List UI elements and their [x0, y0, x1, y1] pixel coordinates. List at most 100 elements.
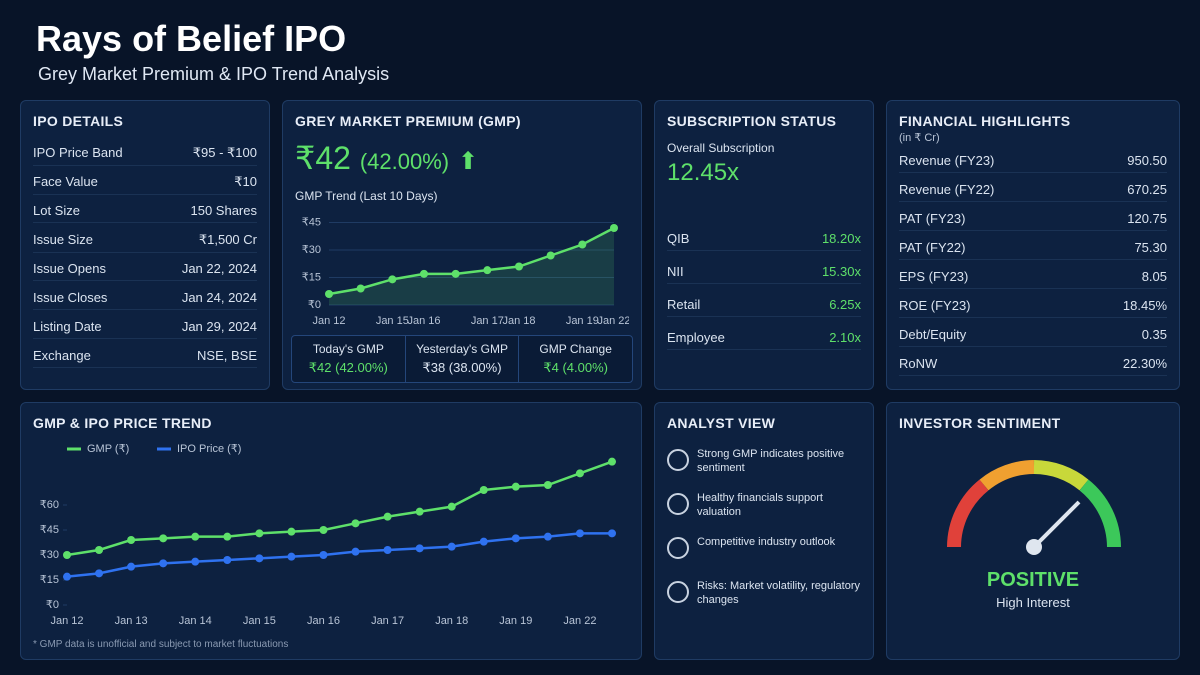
- card-title: FINANCIAL HIGHLIGHTS: [899, 113, 1071, 129]
- row-label: Employee: [667, 330, 725, 345]
- analyst-item: Competitive industry outlook: [697, 536, 836, 548]
- point: [578, 240, 587, 249]
- summary-value: ₹38 (38.00%): [422, 360, 502, 375]
- point: [610, 224, 618, 232]
- y-tick-label: ₹60: [40, 499, 59, 511]
- row-value: Jan 24, 2024: [181, 290, 257, 305]
- row-label: Exchange: [33, 348, 91, 363]
- gauge-green: [1079, 479, 1121, 548]
- row: Lot Size 150 Shares: [33, 203, 257, 223]
- trend-card: GMP & IPO PRICE TREND ₹0 ₹15 ₹30 ₹45 ₹60 Jan …: [20, 402, 642, 660]
- row: Exchange NSE, BSE: [33, 348, 257, 368]
- gmp-summary: Today's GMP ₹42 (42.00%) Yesterday's GMP ₹3…: [291, 335, 633, 383]
- row-label: EPS (FY23): [899, 269, 969, 284]
- row: NII 15.30x: [667, 264, 861, 284]
- point: [415, 544, 424, 553]
- up-arrow: ⬆: [458, 148, 479, 175]
- unit: (in ₹ Cr): [899, 132, 940, 144]
- financials-card: FINANCIAL HIGHLIGHTS (in ₹ Cr) Revenue (…: [886, 100, 1180, 390]
- point: [191, 532, 200, 541]
- gmp-headline: ₹42 (42.00%) ⬆: [295, 139, 478, 177]
- point: [287, 552, 296, 561]
- analyst-item: Healthy financials support valuation: [697, 492, 823, 518]
- row-value: Jan 22, 2024: [181, 261, 257, 276]
- line: [328, 226, 615, 296]
- subtitle: Grey Market Premium & IPO Trend Analysis: [38, 64, 390, 84]
- card-title: INVESTOR SENTIMENT: [899, 415, 1061, 431]
- subscription-card: SUBSCRIPTION STATUS Overall Subscription…: [654, 100, 874, 390]
- x-tick-label: Jan 15: [376, 315, 409, 327]
- y-tick-label: ₹0: [308, 299, 321, 311]
- row-value: 2.10x: [829, 330, 861, 345]
- row-value: 150 Shares: [190, 203, 258, 218]
- y-tick-label: ₹30: [40, 549, 59, 561]
- gauge-yellow: [1033, 460, 1089, 491]
- x-tick-label: Jan 16: [307, 615, 340, 627]
- title: Rays of Belief IPO: [36, 18, 347, 59]
- needle: [1032, 500, 1081, 549]
- row: Debt/Equity 0.35: [899, 327, 1167, 347]
- row-value: 8.05: [1141, 269, 1167, 284]
- row-value: 22.30%: [1122, 356, 1167, 371]
- y-tick-label: ₹30: [302, 244, 321, 256]
- point: [479, 486, 488, 494]
- sentiment-status: POSITIVE: [986, 569, 1080, 591]
- card-title: GMP & IPO PRICE TREND: [33, 415, 212, 431]
- row: ROE (FY23) 18.45%: [899, 298, 1167, 318]
- card-title: SUBSCRIPTION STATUS: [667, 113, 837, 129]
- row-label: RoNW: [899, 356, 938, 371]
- analyst-card: ANALYST VIEW Strong GMP indicates positi…: [654, 402, 874, 660]
- row-label: NII: [667, 264, 684, 279]
- row: Issue Size ₹1,500 Cr: [33, 232, 257, 253]
- row-value: Jan 29, 2024: [181, 319, 257, 334]
- row-value: 75.30: [1134, 240, 1167, 255]
- row-value: 0.35: [1141, 327, 1167, 342]
- point: [546, 251, 555, 260]
- row: RoNW 22.30%: [899, 356, 1167, 376]
- summary-label: Today's GMP: [312, 342, 384, 356]
- row-label: Lot Size: [33, 203, 80, 218]
- point: [543, 481, 552, 489]
- point: [223, 532, 232, 541]
- point: [420, 269, 428, 278]
- row: Employee 2.10x: [667, 330, 861, 350]
- x-tick-label: Jan 17: [471, 315, 504, 327]
- row-label: Issue Size: [33, 232, 93, 247]
- gmp-percent: (42.00%): [359, 149, 450, 174]
- row: EPS (FY23) 8.05: [899, 269, 1167, 289]
- sentiment-card: INVESTOR SENTIMENT POSITIVE High Interes…: [886, 402, 1180, 660]
- row: Retail 6.25x: [667, 297, 861, 317]
- x-tick-label: Jan 14: [179, 615, 212, 627]
- point: [515, 262, 523, 271]
- point: [255, 554, 264, 563]
- row-value: 18.20x: [821, 231, 861, 246]
- y-tick-label: ₹15: [40, 574, 59, 586]
- row-value: ₹10: [234, 174, 257, 189]
- row-value: 18.45%: [1122, 298, 1167, 313]
- point: [483, 266, 492, 275]
- x-tick-label: Jan 18: [435, 615, 468, 627]
- summary-item: Today's GMP ₹42 (42.00%): [292, 336, 405, 382]
- point: [191, 557, 200, 566]
- summary-label: GMP Change: [539, 342, 612, 356]
- row-label: Revenue (FY22): [899, 182, 995, 197]
- point: [383, 546, 392, 554]
- row-label: Listing Date: [33, 319, 102, 334]
- row-label: Retail: [667, 297, 701, 312]
- row-value: 670.25: [1127, 182, 1167, 197]
- point: [543, 532, 552, 541]
- row-label: Issue Closes: [33, 290, 108, 305]
- row-value: NSE, BSE: [197, 348, 257, 363]
- point: [608, 457, 616, 466]
- row: PAT (FY22) 75.30: [899, 240, 1167, 260]
- point: [447, 542, 456, 551]
- point: [575, 529, 584, 538]
- row: IPO Price Band ₹95 - ₹100: [33, 145, 257, 166]
- analyst-icon: [667, 581, 689, 603]
- point: [159, 534, 168, 543]
- analyst-item: Risks: Market volatility, regulatory cha…: [697, 580, 861, 606]
- point: [351, 519, 360, 528]
- summary-value: ₹4 (4.00%): [543, 360, 608, 375]
- x-tick-label: Jan 12: [312, 315, 345, 327]
- row-label: PAT (FY23): [899, 211, 966, 226]
